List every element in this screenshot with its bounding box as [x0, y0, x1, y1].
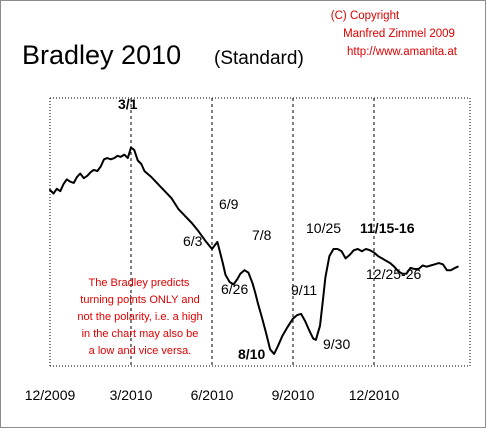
annotation-label: 7/8 — [252, 227, 272, 243]
note-line-3: not the polarity, i.e. a high — [77, 311, 202, 323]
annotation-label: 6/3 — [183, 233, 203, 249]
x-tick-label: 12/2009 — [25, 387, 76, 403]
annotation-label: 9/30 — [323, 336, 350, 352]
annotation-label: 6/9 — [219, 196, 239, 212]
note-line-1: The Bradley predicts — [89, 277, 190, 289]
copyright-line-3: http://www.amanita.at — [347, 46, 458, 58]
x-tick-label: 12/2010 — [349, 387, 400, 403]
x-tick-label: 3/2010 — [110, 387, 153, 403]
note-line-5: a low and vice versa. — [89, 345, 192, 357]
chart-subtitle: (Standard) — [214, 48, 304, 69]
copyright-line-1: (C) Copyright — [331, 10, 400, 22]
note-line-4: in the chart may also be — [82, 328, 199, 340]
annotation-label: 6/26 — [221, 281, 248, 297]
annotation-label: 3/1 — [118, 96, 138, 112]
note-line-2: turning points ONLY and — [80, 294, 199, 306]
x-tick-label: 9/2010 — [272, 387, 315, 403]
turning-point-annotations: 3/1 6/9 6/3 7/8 6/26 9/11 8/10 9/30 10/25 11/15-1… — [118, 96, 421, 362]
annotation-label: 9/11 — [291, 282, 317, 298]
gridlines — [130, 98, 375, 366]
chart-title: Bradley 2010 — [22, 40, 181, 70]
annotation-label: 11/15-16 — [360, 220, 415, 236]
annotation-label: 10/25 — [306, 220, 341, 236]
series-line-bradley — [49, 146, 459, 355]
polarity-note: The Bradley predicts turning points ONLY… — [77, 277, 202, 357]
x-axis-ticks: 12/2009 3/2010 6/2010 9/2010 12/2010 — [25, 387, 400, 403]
x-tick-label: 6/2010 — [191, 387, 234, 403]
annotation-label: 12/25-26 — [366, 266, 421, 282]
copyright-line-2: Manfred Zimmel 2009 — [343, 28, 455, 40]
annotation-label: 8/10 — [238, 346, 265, 362]
